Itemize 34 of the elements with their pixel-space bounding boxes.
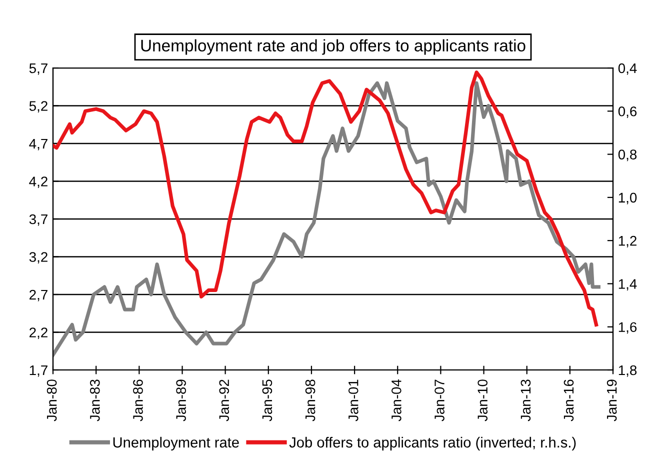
x-tick-label: Jan-19	[606, 380, 617, 422]
y-tick-label: 5,2	[29, 101, 48, 113]
x-tick-label: Jan-86	[133, 380, 143, 422]
x-tick-label: Jan-83	[90, 380, 100, 422]
legend-label: Unemployment rate	[113, 436, 239, 450]
y2-tick-label: 1,6	[618, 322, 637, 334]
y2-tick-label: 1,4	[618, 279, 637, 291]
x-tick-label: Jan-01	[348, 380, 358, 422]
x-tick-label: Jan-98	[305, 380, 316, 422]
x-tick-label: Jan-89	[176, 380, 186, 422]
x-tick-label: Jan-16	[564, 380, 574, 422]
y2-tick-label: 1,2	[618, 236, 636, 248]
y2-tick-label: 1,0	[618, 192, 637, 204]
y2-tick-label: 0,4	[618, 63, 637, 75]
y-tick-label: 4,7	[29, 138, 48, 150]
x-tick-label: Jan-92	[219, 380, 230, 422]
x-tick-label: Jan-95	[262, 380, 272, 422]
chart-title: Unemployment rate and job offers to applicants ratio	[141, 39, 526, 55]
y2-tick-label: 1,8	[618, 365, 637, 377]
y-tick-label: 3,2	[29, 252, 48, 264]
x-tick-label: Jan-04	[392, 379, 402, 422]
y-tick-label: 2,2	[30, 328, 48, 340]
x-tick-label: Jan-80	[46, 380, 57, 422]
y-tick-label: 5,7	[29, 63, 48, 75]
y2-tick-label: 0,8	[618, 150, 637, 162]
y2-tick-label: 0,6	[618, 106, 637, 118]
x-tick-label: Jan-13	[520, 380, 531, 422]
y-tick-label: 1,7	[30, 365, 48, 377]
y-tick-label: 2,7	[30, 290, 48, 302]
x-tick-label: Jan-10	[478, 380, 488, 422]
y-tick-label: 3,7	[29, 214, 48, 226]
legend-label: Job offers to applicants ratio (inverted; r.h.s.)	[289, 436, 576, 450]
y-tick-label: 4,2	[29, 176, 48, 188]
x-tick-label: Jan-07	[434, 380, 444, 422]
